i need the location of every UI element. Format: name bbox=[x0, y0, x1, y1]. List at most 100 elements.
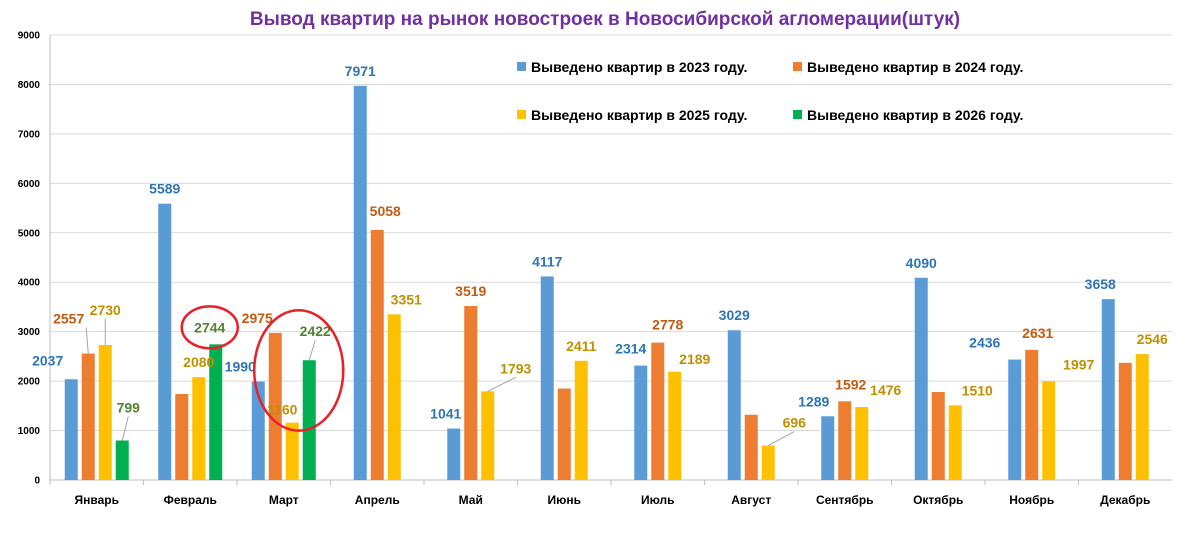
data-label: 4090 bbox=[906, 255, 937, 271]
bar bbox=[64, 379, 78, 480]
bars bbox=[64, 85, 1149, 481]
data-label: 4117 bbox=[532, 253, 563, 269]
bar bbox=[1025, 349, 1039, 480]
data-label: 3351 bbox=[391, 291, 422, 307]
data-labels: 2037 2557 2730 799 5589 2080 2744 1990 2975 1160 2… bbox=[32, 63, 1168, 431]
data-label: 1592 bbox=[835, 376, 866, 392]
data-label: 3519 bbox=[455, 283, 486, 299]
x-tick-label: Август bbox=[731, 493, 771, 507]
legend-label: Выведено квартир в 2025 году. bbox=[531, 107, 747, 123]
data-label: 3658 bbox=[1085, 276, 1116, 292]
data-label: 2557 bbox=[53, 311, 84, 327]
legend-label: Выведено квартир в 2024 году. bbox=[807, 59, 1023, 75]
bar bbox=[557, 388, 571, 480]
y-axis: 0 1000 2000 3000 4000 5000 6000 7000 8000 9000 bbox=[18, 31, 51, 487]
y-tick-label: 7000 bbox=[18, 129, 41, 140]
data-label: 2189 bbox=[679, 351, 710, 367]
bar bbox=[387, 314, 401, 480]
x-tick-label: Март bbox=[269, 493, 299, 507]
bar bbox=[821, 416, 835, 480]
bar bbox=[855, 407, 869, 480]
x-tick-label: Декабрь bbox=[1100, 493, 1150, 507]
bar bbox=[285, 422, 299, 480]
bar bbox=[268, 332, 282, 480]
bar bbox=[1042, 381, 1056, 480]
bar bbox=[540, 276, 554, 480]
bar bbox=[1008, 359, 1022, 480]
bar bbox=[931, 391, 945, 480]
data-label: 2730 bbox=[90, 302, 121, 318]
x-tick-label: Ноябрь bbox=[1009, 493, 1054, 507]
bar bbox=[353, 85, 367, 481]
bar bbox=[447, 428, 461, 480]
bar bbox=[1118, 362, 1132, 480]
legend-swatch bbox=[517, 110, 526, 119]
bar bbox=[914, 277, 928, 480]
bar bbox=[158, 203, 172, 480]
data-label: 2037 bbox=[32, 352, 63, 368]
leader-line bbox=[121, 416, 129, 441]
data-label: 1041 bbox=[430, 406, 461, 422]
legend-label: Выведено квартир в 2023 году. bbox=[531, 59, 747, 75]
bar bbox=[1101, 299, 1115, 480]
x-tick-label: Апрель bbox=[355, 493, 400, 507]
data-label: 2975 bbox=[242, 310, 273, 326]
data-label: 7971 bbox=[345, 63, 376, 79]
data-label: 1990 bbox=[225, 359, 256, 375]
data-label: 696 bbox=[783, 415, 807, 431]
bar bbox=[948, 405, 962, 480]
x-tick-label: Май bbox=[459, 493, 483, 507]
highlight-ellipse bbox=[180, 305, 239, 350]
data-label: 2080 bbox=[183, 354, 214, 370]
bar bbox=[651, 342, 665, 480]
data-label: 1289 bbox=[798, 393, 829, 409]
bar bbox=[481, 391, 495, 480]
data-label: 1510 bbox=[962, 382, 993, 398]
leader-line bbox=[768, 431, 795, 447]
x-tick-label: Октябрь bbox=[913, 493, 963, 507]
data-label: 2631 bbox=[1022, 325, 1053, 341]
bar bbox=[634, 365, 648, 480]
leader-line bbox=[85, 327, 89, 354]
bar bbox=[1135, 354, 1149, 480]
bar bbox=[175, 393, 189, 480]
data-label: 5058 bbox=[370, 203, 401, 219]
bar bbox=[370, 229, 384, 480]
y-tick-label: 2000 bbox=[18, 377, 41, 388]
bar bbox=[727, 330, 741, 480]
data-label: 1160 bbox=[267, 402, 298, 418]
data-label: 2436 bbox=[969, 335, 1000, 351]
legend: Выведено квартир в 2023 году. Выведено кв… bbox=[517, 59, 1023, 123]
legend-swatch bbox=[793, 110, 802, 119]
legend-swatch bbox=[517, 62, 526, 71]
bar bbox=[574, 360, 588, 480]
bar bbox=[115, 440, 129, 480]
data-label: 2744 bbox=[194, 319, 225, 335]
y-tick-label: 8000 bbox=[18, 80, 41, 91]
x-tick-label: Февраль bbox=[164, 493, 217, 507]
y-tick-label: 0 bbox=[34, 476, 40, 487]
x-axis: Январь Февраль Март Апрель Май Июнь Июль Август… bbox=[49, 479, 1172, 507]
highlight-ellipse bbox=[253, 308, 345, 432]
bar bbox=[192, 377, 206, 480]
y-tick-label: 3000 bbox=[18, 327, 41, 338]
y-tick-label: 1000 bbox=[18, 426, 41, 437]
y-tick-label: 4000 bbox=[18, 278, 41, 289]
leader-line bbox=[308, 340, 316, 361]
bar bbox=[744, 414, 758, 480]
bar bbox=[668, 371, 682, 480]
label-leader-lines bbox=[85, 319, 795, 447]
legend-label: Выведено квартир в 2026 году. bbox=[807, 107, 1023, 123]
data-label: 1793 bbox=[500, 360, 531, 376]
bar bbox=[81, 353, 95, 480]
data-label: 3029 bbox=[719, 307, 750, 323]
data-label: 1476 bbox=[870, 382, 901, 398]
data-label: 2778 bbox=[652, 317, 683, 333]
bar bbox=[761, 445, 775, 480]
data-label: 2411 bbox=[566, 338, 597, 354]
y-tick-label: 6000 bbox=[18, 179, 41, 190]
bar bbox=[302, 360, 316, 480]
data-label: 1997 bbox=[1063, 356, 1094, 372]
x-tick-label: Июль bbox=[641, 493, 675, 507]
